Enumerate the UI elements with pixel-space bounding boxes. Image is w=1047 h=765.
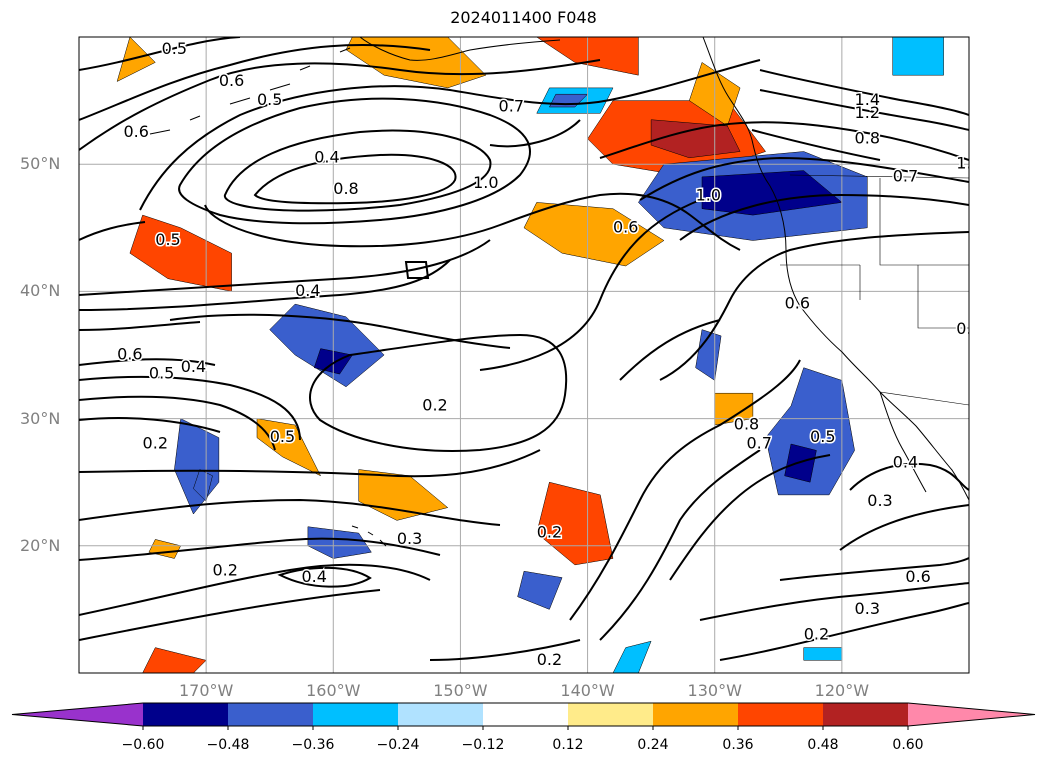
coast-baja bbox=[879, 391, 927, 493]
colorbar-segment bbox=[568, 703, 653, 726]
longitude-label: 140°W bbox=[560, 681, 615, 700]
contour-label: 0.6 bbox=[123, 122, 148, 141]
colorbar-tick-label: −0.24 bbox=[376, 737, 420, 753]
colorbar-tick-label: −0.36 bbox=[291, 737, 335, 753]
anomaly-patch bbox=[892, 37, 944, 76]
contour-lines bbox=[79, 37, 969, 661]
contour-label: 0.4 bbox=[181, 357, 206, 376]
contour-label: 0.5 bbox=[810, 427, 835, 446]
contour-label: 0.4 bbox=[314, 147, 339, 166]
contour-label: 0.8 bbox=[333, 179, 358, 198]
border-mexico bbox=[879, 391, 969, 406]
anomaly-patch bbox=[142, 647, 207, 673]
contour-label: 0.3 bbox=[855, 599, 880, 618]
colorbar-segment bbox=[228, 703, 313, 726]
latitude-label: 30°N bbox=[20, 408, 61, 428]
anomaly-patch bbox=[307, 526, 372, 559]
anomaly-patch bbox=[612, 640, 652, 673]
colorbar-extend-low bbox=[12, 703, 143, 726]
anomaly-patch bbox=[803, 647, 843, 661]
colorbar-tick-label: −0.12 bbox=[461, 737, 505, 753]
contour-label: 0.4 bbox=[301, 567, 326, 586]
contour-label: 0.8 bbox=[734, 414, 759, 433]
colorbar-segment bbox=[313, 703, 398, 726]
contour-label: 0.4 bbox=[893, 453, 918, 472]
contour-label: 0.2 bbox=[143, 434, 168, 453]
anomaly-patch bbox=[701, 170, 843, 216]
colorbar-tick-label: −0.48 bbox=[206, 737, 250, 753]
colorbar-tick-label: 0.60 bbox=[892, 737, 924, 753]
contour-label: 1.4 bbox=[855, 90, 880, 109]
contour-label: 1.0 bbox=[696, 186, 721, 205]
contour-label: 0.6 bbox=[785, 294, 810, 313]
border-states bbox=[780, 178, 969, 329]
colorbar-segment bbox=[483, 703, 568, 726]
contour-label: 0.5 bbox=[149, 364, 174, 383]
plot-frame bbox=[78, 36, 970, 674]
colorbar-tick-label: −0.60 bbox=[121, 737, 165, 753]
colorbar-tick-label: 0.36 bbox=[722, 737, 754, 753]
colorbar-segment bbox=[653, 703, 738, 726]
colorbar-segment bbox=[143, 703, 228, 726]
contour-label: 0.8 bbox=[855, 128, 880, 147]
longitude-label: 170°W bbox=[178, 681, 234, 700]
contour-label: 0.2 bbox=[422, 395, 447, 414]
contour-label: 1.0 bbox=[473, 173, 498, 192]
anomaly-patch bbox=[784, 443, 817, 483]
latitude-label: 20°N bbox=[20, 535, 61, 555]
colorbar-segment bbox=[823, 703, 908, 726]
map-title: 2024011400 F048 bbox=[450, 8, 597, 27]
anomaly-patch bbox=[517, 570, 563, 610]
anomaly-patch bbox=[116, 37, 156, 82]
coast-alaska bbox=[359, 37, 561, 61]
longitude-label: 120°W bbox=[814, 681, 870, 700]
longitude-label: 130°W bbox=[687, 681, 742, 700]
anomaly-patch bbox=[536, 481, 614, 566]
contour-label: 1.0 bbox=[956, 154, 981, 173]
contour-label: 0.3 bbox=[397, 529, 422, 548]
longitude-label: 160°W bbox=[306, 681, 361, 700]
colorbar-tick-label: 0.48 bbox=[807, 737, 839, 753]
colorbar-tick-label: 0.24 bbox=[637, 737, 669, 753]
coast-aleutians bbox=[149, 47, 351, 135]
longitude-label: 150°W bbox=[433, 681, 488, 700]
anomaly-patch bbox=[269, 303, 385, 388]
colorbar bbox=[11, 702, 1036, 730]
contour-label: 1.2 bbox=[855, 103, 880, 122]
contour-label: 0.6 bbox=[905, 567, 930, 586]
colorbar-segment bbox=[738, 703, 823, 726]
contour-labels: 0.60.50.50.60.40.8 1.00.70.50.40.60.5 0.40… bbox=[116, 38, 981, 671]
contour-label: 0.2 bbox=[537, 650, 562, 669]
contour-label: 0.5 bbox=[270, 427, 295, 446]
colorbar-tick-label: 0.12 bbox=[552, 737, 584, 753]
colorbar-extend-high bbox=[908, 703, 1035, 726]
contour-label: 0.6 bbox=[117, 345, 142, 364]
contour-label: 0.2 bbox=[804, 624, 829, 643]
contour-label: 0.7 bbox=[893, 166, 918, 185]
contour-label: 0.6 bbox=[613, 217, 638, 236]
contour-label: 0.2 bbox=[537, 523, 562, 542]
latitude-label: 40°N bbox=[20, 281, 61, 301]
contour-label: 0.3 bbox=[956, 319, 981, 338]
contour-label: 0.3 bbox=[867, 491, 892, 510]
contour-label: 0.6 bbox=[219, 71, 244, 90]
contour-label: 0.5 bbox=[162, 39, 187, 58]
contour-label: 0.2 bbox=[212, 561, 237, 580]
contour-label: 0.5 bbox=[155, 230, 180, 249]
anomaly-patch bbox=[256, 418, 321, 477]
contour-label: 0.7 bbox=[499, 96, 524, 115]
contour-label: 0.7 bbox=[746, 434, 771, 453]
latitude-label: 50°N bbox=[20, 154, 61, 174]
colorbar-segment bbox=[398, 703, 483, 726]
contour-label: 0.5 bbox=[257, 90, 282, 109]
contour-label: 0.4 bbox=[295, 281, 320, 300]
